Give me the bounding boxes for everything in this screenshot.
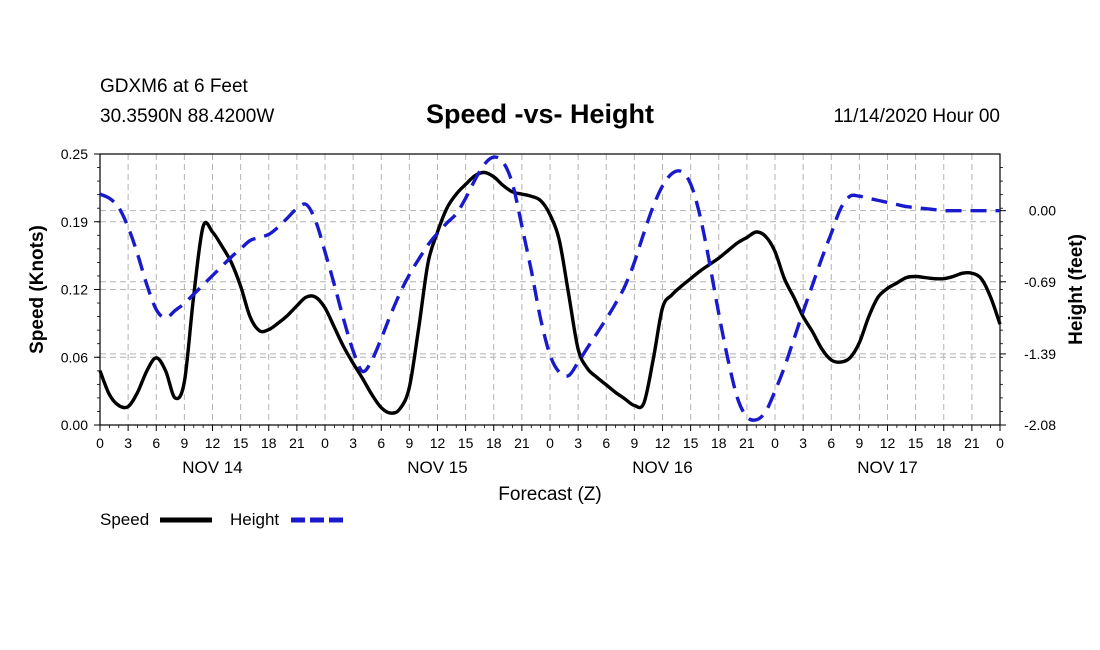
chart-title: Speed -vs- Height — [426, 99, 655, 129]
x-tick-label: 3 — [124, 435, 132, 451]
x-tick-label: 6 — [377, 435, 385, 451]
x-tick-label: 15 — [908, 435, 924, 451]
x-tick-label: 9 — [180, 435, 188, 451]
y-right-tick-label: 0.00 — [1029, 203, 1056, 219]
series-lines — [98, 155, 1002, 422]
x-tick-label: 3 — [574, 435, 582, 451]
y-right-tick-label: -2.08 — [1024, 417, 1056, 433]
x-tick-label: 9 — [630, 435, 638, 451]
x-tick-label: 15 — [458, 435, 474, 451]
x-tick-label: 12 — [205, 435, 221, 451]
x-tick-label: 21 — [289, 435, 305, 451]
x-tick-label: 12 — [655, 435, 671, 451]
coordinates-label: 30.3590N 88.4200W — [100, 106, 275, 127]
y-right-axis-title: Height (feet) — [1066, 234, 1087, 345]
x-axis-title: Forecast (Z) — [498, 484, 601, 505]
day-label: NOV 16 — [632, 458, 692, 477]
y-left-tick-label: 0.25 — [61, 146, 88, 162]
series-line-speed — [98, 170, 1002, 415]
x-tick-label: 6 — [827, 435, 835, 451]
day-label: NOV 14 — [182, 458, 242, 477]
x-tick-label: 18 — [711, 435, 727, 451]
station-label: GDXM6 at 6 Feet — [100, 76, 248, 97]
x-tick-label: 18 — [936, 435, 952, 451]
day-label: NOV 15 — [407, 458, 467, 477]
x-tick-label: 15 — [683, 435, 699, 451]
x-tick-label: 15 — [233, 435, 249, 451]
x-tick-label: 0 — [771, 435, 779, 451]
x-tick-label: 0 — [96, 435, 104, 451]
y-right-tick-label: -1.39 — [1024, 346, 1056, 362]
series-line-height — [99, 155, 1000, 422]
x-tick-label: 21 — [964, 435, 980, 451]
x-tick-label: 21 — [514, 435, 530, 451]
y-left-tick-label: 0.06 — [61, 349, 88, 365]
x-tick-label: 9 — [855, 435, 863, 451]
x-tick-label: 12 — [880, 435, 896, 451]
y-left-tick-label: 0.12 — [61, 282, 88, 298]
x-tick-label: 12 — [430, 435, 446, 451]
axis-ticks — [94, 153, 1006, 431]
x-tick-label: 3 — [799, 435, 807, 451]
y-left-tick-label: 0.19 — [61, 214, 88, 230]
x-tick-label: 9 — [405, 435, 413, 451]
y-left-tick-label: 0.00 — [61, 417, 88, 433]
x-tick-label: 0 — [996, 435, 1004, 451]
x-tick-label: 3 — [349, 435, 357, 451]
legend-label-height: Height — [230, 510, 279, 529]
day-label: NOV 17 — [857, 458, 917, 477]
grid-lines — [100, 154, 1000, 425]
x-tick-label: 0 — [546, 435, 554, 451]
legend: Speed Height — [100, 510, 343, 529]
x-tick-label: 6 — [152, 435, 160, 451]
axis-labels: 0 3 6 9 12 15 18 21 0 3 6 9 12 15 18 21 0 3 6 9 12 15 18 21 0 3 6 9… — [27, 146, 1087, 505]
x-tick-label: 6 — [602, 435, 610, 451]
forecast-timestamp: 11/14/2020 Hour 00 — [833, 106, 1000, 127]
x-tick-label: 0 — [321, 435, 329, 451]
x-tick-label: 21 — [739, 435, 755, 451]
y-right-tick-label: -0.69 — [1024, 274, 1056, 290]
y-left-axis-title: Speed (Knots) — [27, 225, 48, 354]
legend-label-speed: Speed — [100, 510, 149, 529]
x-tick-label: 18 — [261, 435, 277, 451]
x-tick-label: 18 — [486, 435, 502, 451]
